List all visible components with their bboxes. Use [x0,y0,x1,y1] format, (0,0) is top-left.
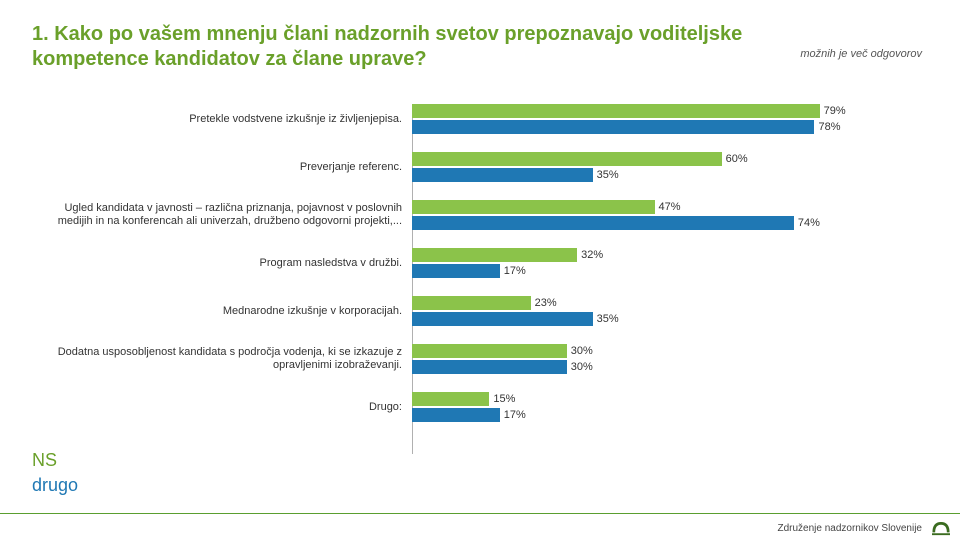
bars-cell: 23% 35% [412,296,928,326]
bar-drugo [412,408,500,422]
bar-NS [412,200,655,214]
bar-value-label: 78% [818,121,840,133]
category-label: Mednarodne izkušnje v korporacijah. [32,305,412,318]
bar-value-label: 35% [597,313,619,325]
bar-value-label: 60% [726,153,748,165]
chart-row: Pretekle vodstvene izkušnje iz življenje… [32,104,928,134]
bar-value-label: 79% [824,105,846,117]
bars-cell: 15%17% [412,392,928,422]
bar-drugo [412,360,567,374]
category-label: Pretekle vodstvene izkušnje iz življenje… [32,113,412,126]
bar-drugo [412,312,593,326]
chart-row: Dodatna usposobljenost kandidata s podro… [32,344,928,374]
slide-title: 1. Kako po vašem mnenju člani nadzornih … [32,22,752,72]
bars-cell: 79%78% [412,104,928,134]
bar-NS [412,104,820,118]
bars-cell: 60% 35% [412,152,928,182]
bar-NS [412,392,489,406]
bar-value-label: 32% [581,249,603,261]
chart-row: Mednarodne izkušnje v korporacijah. 23% 35… [32,296,928,326]
bar-value-label: 23% [535,297,557,309]
subtitle-note: možnih je več odgovorov [800,48,922,60]
bars-cell: 30%30% [412,344,928,374]
category-label: Drugo: [32,401,412,414]
chart-row: Program nasledstva v družbi. 32% 17% [32,248,928,278]
bar-value-label: 17% [504,409,526,421]
chart-row: Ugled kandidata v javnosti – različna pr… [32,200,928,230]
bars-cell: 32% 17% [412,248,928,278]
bar-value-label: 47% [659,201,681,213]
slide: 1. Kako po vašem mnenju člani nadzornih … [0,0,960,540]
bar-NS [412,296,531,310]
bar-NS [412,344,567,358]
bar-value-label: 30% [571,361,593,373]
bar-value-label: 35% [597,169,619,181]
chart-row: Drugo:15%17% [32,392,928,422]
category-label: Ugled kandidata v javnosti – različna pr… [32,202,412,227]
bar-value-label: 15% [493,393,515,405]
bar-value-label: 74% [798,217,820,229]
footer-logo-icon [930,518,952,536]
category-label: Program nasledstva v družbi. [32,257,412,270]
legend-item: drugo [32,473,78,498]
legend: NSdrugo [32,448,78,498]
bar-NS [412,248,577,262]
category-label: Preverjanje referenc. [32,161,412,174]
bar-drugo [412,120,814,134]
legend-item: NS [32,448,78,473]
category-label: Dodatna usposobljenost kandidata s podro… [32,346,412,371]
bar-drugo [412,264,500,278]
bar-drugo [412,216,794,230]
footer-text: Združenje nadzornikov Slovenije [777,523,922,534]
chart-row: Preverjanje referenc. 60% 35% [32,152,928,182]
bar-chart: Pretekle vodstvene izkušnje iz življenje… [32,104,928,454]
bars-cell: 47% 74% [412,200,928,230]
bar-NS [412,152,722,166]
footer-divider [0,513,960,514]
bar-value-label: 17% [504,265,526,277]
bar-drugo [412,168,593,182]
bar-value-label: 30% [571,345,593,357]
